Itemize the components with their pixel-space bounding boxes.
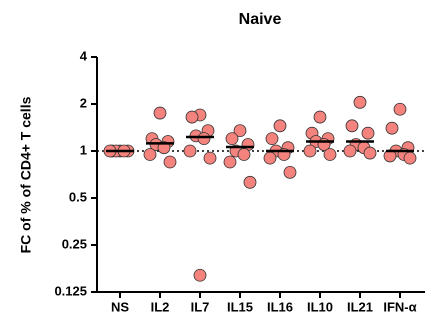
data-point (183, 144, 197, 158)
data-point (163, 155, 177, 169)
data-point (243, 175, 257, 189)
data-point (225, 132, 239, 146)
data-point (363, 146, 377, 160)
x-tick-label: IL21 (347, 299, 373, 314)
y-tick-label: 2 (80, 95, 87, 110)
y-tick-label: 0.5 (69, 189, 87, 204)
data-point (197, 132, 211, 146)
data-point (361, 126, 375, 140)
data-point (353, 95, 367, 109)
data-point (313, 110, 327, 124)
data-point (273, 119, 287, 133)
chart-title: Naive (239, 11, 282, 28)
data-point (193, 268, 207, 282)
data-point (323, 148, 337, 161)
data-point (233, 124, 247, 138)
data-point (203, 151, 217, 165)
y-tick-label: 0.25 (62, 236, 87, 251)
data-point (283, 165, 297, 179)
x-tick-label: IL10 (307, 299, 333, 314)
y-tick-label: 4 (80, 48, 88, 63)
x-tick-label: IL2 (151, 299, 170, 314)
data-point (385, 121, 399, 135)
y-tick-label: 1 (80, 142, 87, 157)
data-point (303, 144, 317, 158)
data-point (265, 132, 279, 146)
data-point (153, 106, 167, 120)
data-point (345, 119, 359, 133)
data-point (157, 141, 171, 155)
data-point (393, 102, 407, 116)
y-tick-label: 0.125 (54, 283, 87, 298)
x-tick-label: IFN-α (383, 299, 416, 314)
y-axis-label: FC of % of CD4+ T cells (18, 96, 34, 253)
x-tick-label: IL15 (227, 299, 253, 314)
data-point (185, 110, 199, 124)
x-tick-label: IL16 (267, 299, 293, 314)
data-point (237, 148, 251, 161)
data-point (343, 144, 357, 158)
data-point (223, 155, 237, 169)
data-point (143, 148, 157, 161)
data-point (263, 151, 277, 165)
data-point (403, 151, 417, 165)
x-tick-label: NS (111, 299, 129, 314)
x-tick-label: IL7 (191, 299, 210, 314)
